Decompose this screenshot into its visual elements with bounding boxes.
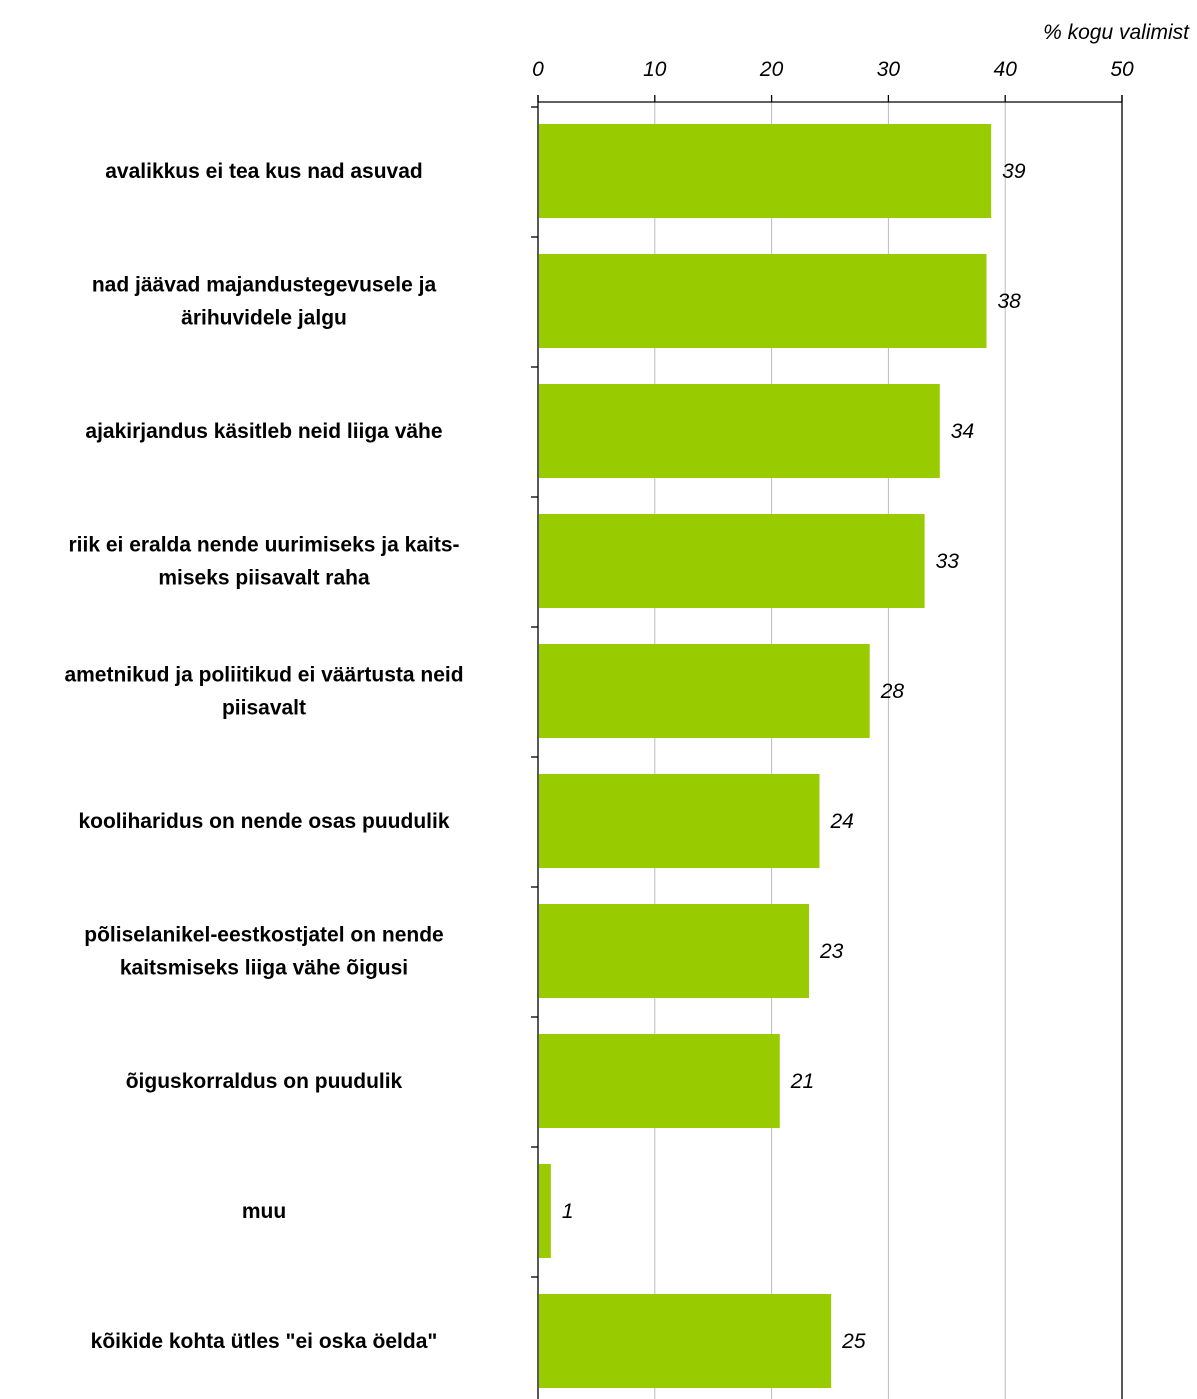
bar [539, 1034, 780, 1128]
category-label-line: ärihuvidele jalgu [181, 307, 347, 330]
bar [539, 1294, 832, 1388]
category-label-line: riik ei eralda nende uurimiseks ja kaits… [68, 534, 459, 557]
value-label: 23 [819, 940, 844, 963]
category-label: avalikkus ei tea kus nad asuvad [105, 160, 423, 183]
bar [539, 254, 987, 348]
bar [539, 514, 925, 608]
category-label-line: kooliharidus on nende osas puudulik [78, 810, 449, 833]
category-label-line: piisavalt [222, 697, 306, 720]
category-label: põliselanikel-eestkostjatel on nende kait… [84, 924, 443, 980]
category-label: ajakirjandus käsitleb neid liiga vähe [85, 420, 442, 443]
category-label: nad jäävad majandustegevusele ja ärihuvid… [92, 274, 437, 330]
bars [539, 124, 992, 1388]
value-label: 28 [880, 680, 905, 703]
value-label: 1 [562, 1200, 574, 1223]
bar [539, 644, 870, 738]
bar [539, 904, 809, 998]
category-label: õiguskorraldus on puudulik [126, 1070, 403, 1093]
category-label-line: ajakirjandus käsitleb neid liiga vähe [85, 420, 442, 443]
category-label-line: ametnikud ja poliitikud ei väärtusta nei… [64, 664, 463, 687]
value-label: 39 [1002, 160, 1026, 183]
value-label: 24 [829, 810, 853, 833]
x-tick-label: 0 [532, 58, 544, 81]
labels: 0 10 20 30 40 50 39 avalikkus ei tea kus nad as… [64, 58, 1134, 1353]
category-label: ametnikud ja poliitikud ei väärtusta nei… [64, 664, 463, 720]
bar [539, 384, 940, 478]
value-label: 21 [790, 1070, 814, 1093]
x-tick-label: 20 [759, 58, 784, 81]
category-label-line: kõikide kohta ütles "ei oska öelda" [91, 1330, 438, 1353]
category-label-line: muu [242, 1200, 286, 1223]
category-label-line: põliselanikel-eestkostjatel on nende [84, 924, 443, 947]
category-label: muu [242, 1200, 286, 1223]
category-label: kõikide kohta ütles "ei oska öelda" [91, 1330, 438, 1353]
x-axis-title: % kogu valimist [1043, 21, 1190, 44]
category-label-line: kaitsmiseks liiga vähe õigusi [120, 957, 408, 980]
value-label: 25 [841, 1330, 866, 1353]
value-label: 38 [998, 290, 1022, 313]
category-label-line: nad jäävad majandustegevusele ja [92, 274, 437, 297]
x-tick-label: 40 [994, 58, 1018, 81]
value-label: 33 [936, 550, 960, 573]
category-label: kooliharidus on nende osas puudulik [78, 810, 449, 833]
category-label-line: miseks piisavalt raha [158, 567, 370, 590]
axes [531, 95, 1123, 1399]
x-tick-label: 10 [643, 58, 667, 81]
bar [539, 124, 992, 218]
category-label-line: õiguskorraldus on puudulik [126, 1070, 403, 1093]
x-tick-label: 30 [877, 58, 901, 81]
category-label: riik ei eralda nende uurimiseks ja kaits… [68, 534, 459, 590]
bar [539, 1164, 551, 1258]
value-label: 34 [951, 420, 974, 443]
category-label-line: avalikkus ei tea kus nad asuvad [105, 160, 423, 183]
bar [539, 774, 820, 868]
x-tick-label: 50 [1110, 58, 1134, 81]
